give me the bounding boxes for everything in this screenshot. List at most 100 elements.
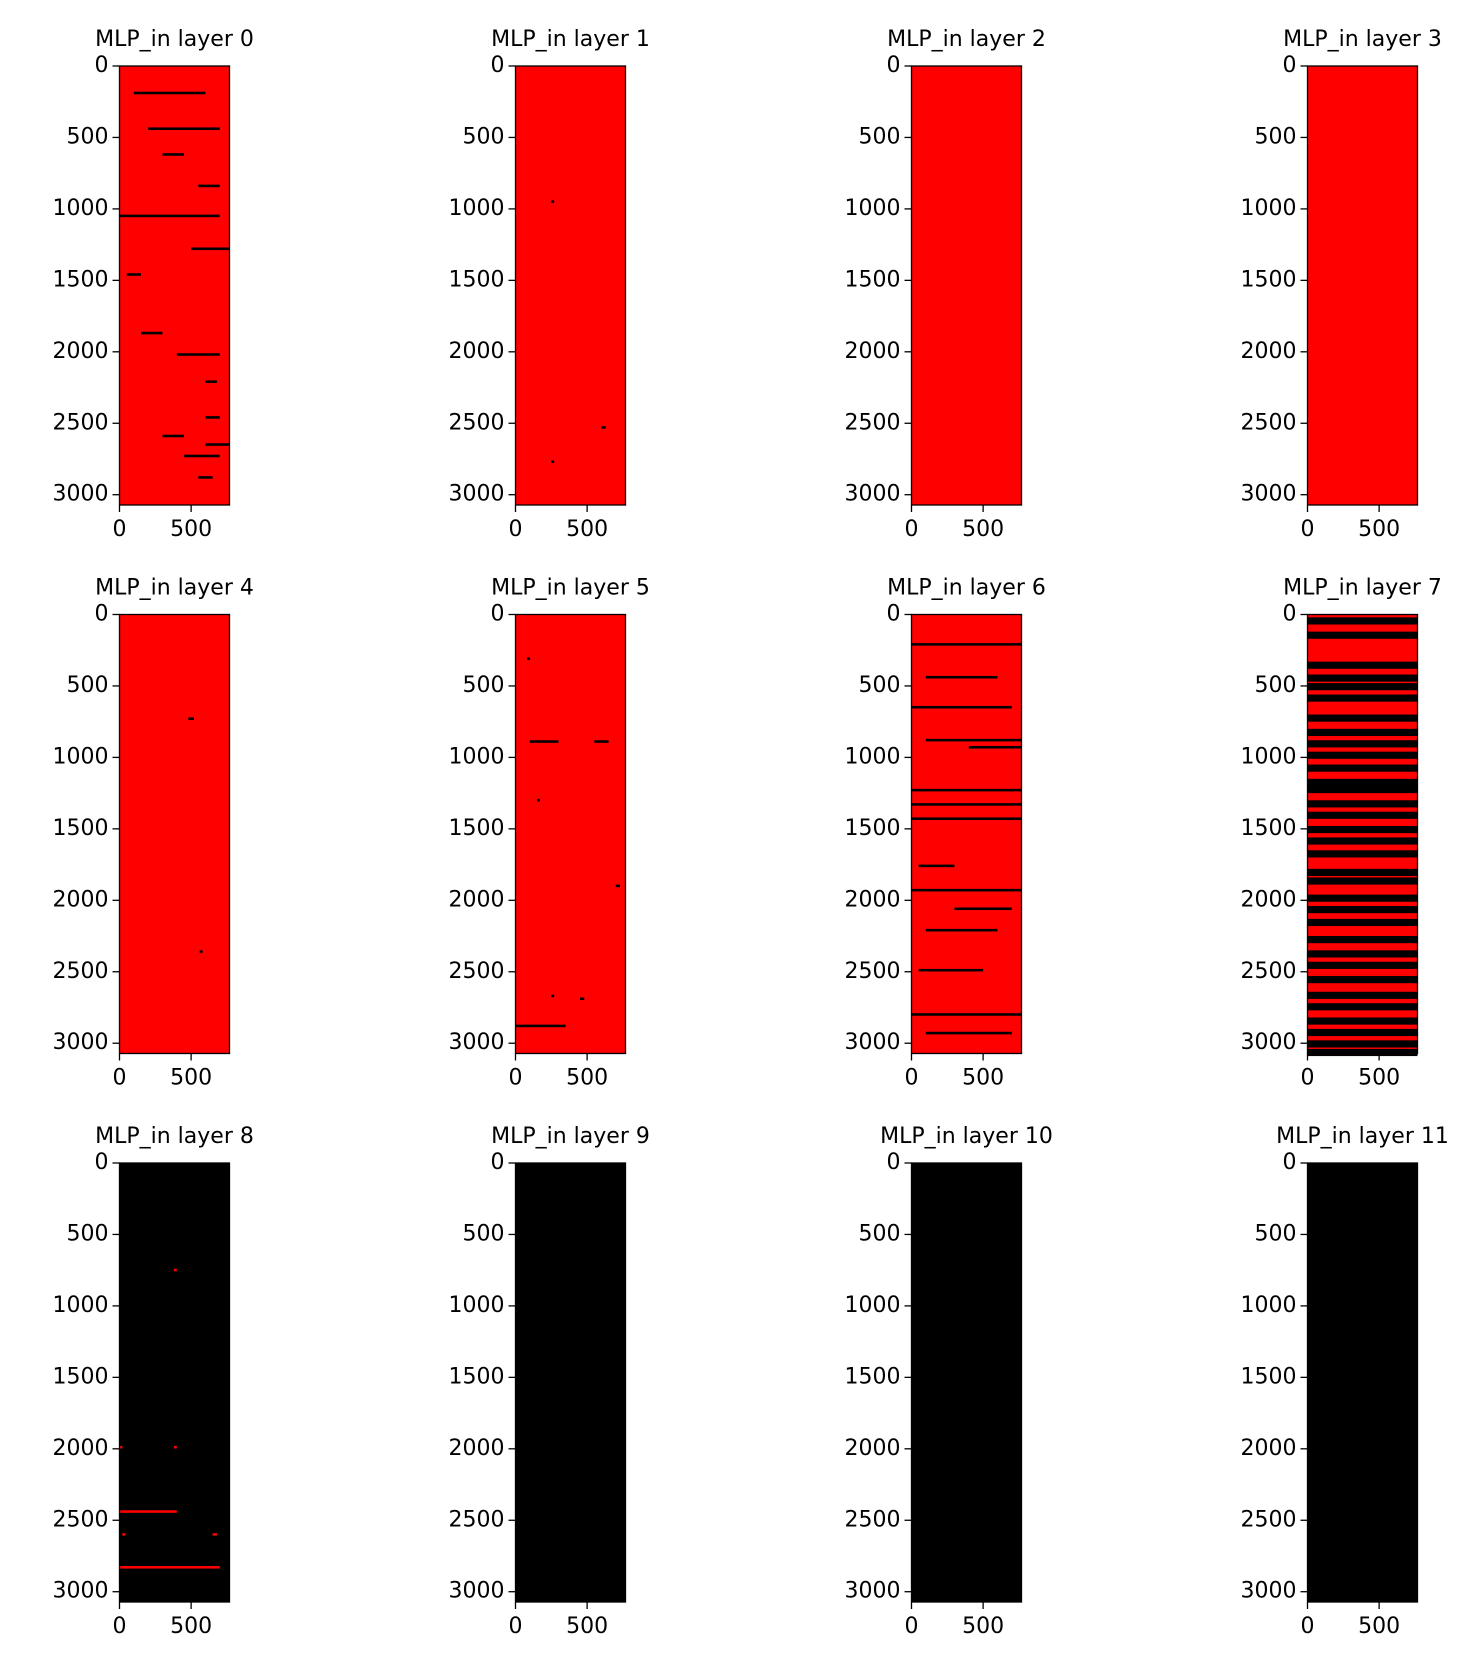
heatmap-cell <box>1307 850 1418 858</box>
heatmap-cell <box>188 717 194 720</box>
y-tick-label: 3000 <box>1241 482 1297 507</box>
y-tick-label: 1000 <box>449 744 505 769</box>
heatmap-cell <box>925 738 1022 742</box>
y-tick-label: 2000 <box>53 1436 109 1461</box>
heatmap-cell <box>133 91 206 95</box>
y-tick-label: 0 <box>491 602 505 627</box>
heatmap-cell <box>526 657 530 660</box>
plot-frame <box>1306 1162 1419 1603</box>
heatmap-cell <box>1307 764 1418 772</box>
heatmap-cell <box>119 1445 123 1449</box>
heatmap-cell <box>1307 918 1418 927</box>
x-tick-label: 500 <box>962 517 1004 542</box>
heatmap-cell <box>968 745 1022 749</box>
heatmap-cell <box>579 997 585 1001</box>
y-tick-label: 0 <box>887 1150 901 1175</box>
plot-frame <box>1306 613 1419 1055</box>
subplot-title: MLP_in layer 8 <box>95 1124 254 1149</box>
x-tick-label: 500 <box>1358 517 1400 542</box>
heatmap-cell <box>1307 800 1418 808</box>
heatmap-cell <box>954 907 1012 911</box>
y-tick-label: 0 <box>95 53 109 78</box>
y-tick-label: 3000 <box>449 482 505 507</box>
heatmap-cell <box>191 247 230 251</box>
heatmap-cell <box>1307 751 1418 759</box>
y-tick-label: 3000 <box>449 1030 505 1055</box>
x-tick-label: 500 <box>1358 1066 1400 1091</box>
y-tick-label: 2000 <box>1241 1436 1297 1461</box>
y-tick-label: 2500 <box>53 1507 109 1532</box>
plot-frame <box>118 613 231 1055</box>
y-tick-label: 3000 <box>845 1030 901 1055</box>
y-tick-label: 1000 <box>845 196 901 221</box>
y-tick-label: 2500 <box>845 1507 901 1532</box>
heatmap-cell <box>205 380 217 383</box>
heatmap-cell <box>119 214 220 218</box>
heatmap-cell <box>122 1533 126 1536</box>
y-tick-label: 3000 <box>449 1579 505 1604</box>
y-tick-label: 1500 <box>845 816 901 841</box>
x-tick-label: 0 <box>905 517 919 542</box>
heatmap-background <box>515 614 626 1054</box>
y-tick-label: 2000 <box>449 339 505 364</box>
heatmap-cell <box>615 884 621 888</box>
x-tick-label: 500 <box>170 1066 212 1091</box>
y-tick-label: 2000 <box>845 339 901 364</box>
y-tick-label: 3000 <box>845 1579 901 1604</box>
heatmap-cell <box>1307 694 1418 702</box>
x-tick-label: 0 <box>113 1066 127 1091</box>
y-tick-label: 2000 <box>449 1436 505 1461</box>
heatmap-cell <box>1307 674 1418 682</box>
heatmap-cell <box>126 273 141 276</box>
x-tick-label: 0 <box>1301 1066 1315 1091</box>
y-tick-label: 0 <box>887 602 901 627</box>
subplot-title: MLP_in layer 6 <box>887 576 1046 601</box>
heatmap-background <box>911 1163 1022 1602</box>
plot-frame <box>1306 65 1419 506</box>
subplot-title: MLP_in layer 9 <box>491 1124 650 1149</box>
heatmap-background <box>1307 1163 1418 1602</box>
y-tick-label: 1000 <box>449 196 505 221</box>
x-tick-label: 0 <box>1301 1614 1315 1639</box>
heatmap-cell <box>594 740 609 743</box>
heatmap-cell <box>140 331 163 335</box>
y-tick-label: 3000 <box>1241 1030 1297 1055</box>
y-tick-label: 0 <box>95 1150 109 1175</box>
y-tick-label: 3000 <box>53 1030 109 1055</box>
x-tick-label: 0 <box>1301 517 1315 542</box>
heatmap-cell <box>918 864 955 868</box>
y-tick-label: 1500 <box>845 1364 901 1389</box>
y-tick-label: 0 <box>491 1150 505 1175</box>
y-tick-label: 2000 <box>449 887 505 912</box>
heatmap-cell <box>911 643 1022 646</box>
heatmap-cell <box>162 434 184 438</box>
subplot-title: MLP_in layer 2 <box>887 27 1046 52</box>
y-tick-label: 1000 <box>845 744 901 769</box>
heatmap-cell <box>536 798 540 802</box>
y-tick-label: 2500 <box>53 959 109 984</box>
heatmap-cell <box>1307 825 1418 834</box>
x-tick-label: 500 <box>566 1066 608 1091</box>
heatmap-cell <box>119 1510 163 1513</box>
heatmap-cell <box>1307 936 1418 944</box>
plot-frame <box>118 65 231 506</box>
heatmap-cell <box>1307 961 1418 969</box>
heatmap-cell <box>911 803 1022 806</box>
heatmap-cell <box>551 994 555 998</box>
y-tick-label: 2500 <box>449 1507 505 1532</box>
heatmap-cell <box>925 675 998 679</box>
y-tick-label: 1000 <box>1241 744 1297 769</box>
heatmap-cell <box>176 353 220 356</box>
y-tick-label: 500 <box>463 673 505 698</box>
heatmap-cell <box>1307 661 1418 669</box>
y-tick-label: 2500 <box>53 410 109 435</box>
plot-frame <box>118 1162 231 1603</box>
y-tick-label: 500 <box>859 124 901 149</box>
heatmap-cell <box>183 454 220 458</box>
heatmap-background <box>119 614 230 1054</box>
subplot-title: MLP_in layer 0 <box>95 27 254 52</box>
y-tick-label: 1500 <box>449 1364 505 1389</box>
heatmap-cell <box>1307 785 1418 794</box>
